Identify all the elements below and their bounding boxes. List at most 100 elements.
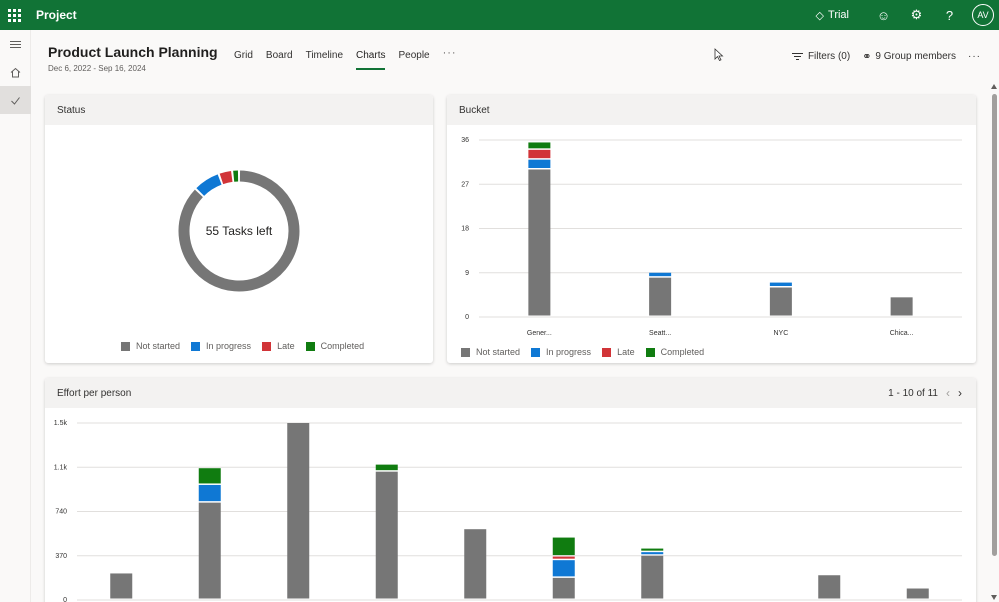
help-icon[interactable]: ? xyxy=(945,7,954,23)
bar-in-progress-gener[interactable] xyxy=(528,159,551,168)
page-scrollbar[interactable] xyxy=(990,84,999,602)
bar-in-progress-6[interactable] xyxy=(641,552,664,555)
status-donut-chart: 55 Tasks left xyxy=(178,170,300,292)
status-card-title: Status xyxy=(45,95,433,125)
legend-completed: Completed xyxy=(305,341,364,351)
home-icon[interactable] xyxy=(0,58,31,86)
scroll-thumb[interactable] xyxy=(992,94,997,556)
top-bar: Project ◇ Trial ☺ ⚙ ? AV xyxy=(0,0,999,30)
donut-slice-not-started[interactable] xyxy=(178,170,300,292)
bar-late-gener[interactable] xyxy=(528,149,551,159)
pager-prev-icon[interactable]: ‹ xyxy=(946,386,950,400)
bar-not-started-seatt[interactable] xyxy=(649,277,672,316)
tab-grid[interactable]: Grid xyxy=(234,50,253,61)
bar-completed-gener[interactable] xyxy=(528,142,551,149)
x-tick-label: Chica... xyxy=(890,330,914,337)
legend-completed: Completed xyxy=(645,347,704,357)
legend-not-started: Not started xyxy=(121,341,180,351)
bar-in-progress-seatt[interactable] xyxy=(649,272,672,277)
filter-icon xyxy=(791,53,803,60)
status-legend: Not started In progress Late Completed xyxy=(121,341,375,351)
mouse-cursor-icon xyxy=(714,48,724,62)
my-tasks-check-icon[interactable] xyxy=(0,86,31,114)
bar-completed-5[interactable] xyxy=(552,537,575,556)
effort-card-header: Effort per person 1 - 10 of 11 ‹ › xyxy=(45,378,976,408)
bar-in-progress-1[interactable] xyxy=(198,484,221,502)
bar-completed-1[interactable] xyxy=(198,468,221,484)
y-tick-label: 27 xyxy=(461,181,469,188)
y-tick-label: 36 xyxy=(461,137,469,144)
group-members-icon: ⚭ xyxy=(862,51,872,63)
trial-button[interactable]: ◇ Trial xyxy=(816,9,849,22)
donut-center-text: 55 Tasks left xyxy=(206,224,273,238)
filters-button[interactable]: Filters (0) xyxy=(807,51,851,62)
diamond-icon: ◇ xyxy=(815,9,825,22)
bucket-bar-chart: 0 9 18 27 36 Gener... Seatt... NYC Chica... xyxy=(461,137,962,337)
view-tabs: Grid Board Timeline Charts People ··· xyxy=(234,47,470,70)
left-rail xyxy=(0,30,31,602)
bar-completed-6[interactable] xyxy=(641,548,664,551)
pager-text: 1 - 10 of 11 xyxy=(888,387,938,399)
bar-not-started-2[interactable] xyxy=(287,423,310,599)
plan-title[interactable]: Product Launch Planning xyxy=(48,44,218,60)
bar-not-started-4[interactable] xyxy=(464,529,487,599)
bar-not-started-1[interactable] xyxy=(198,502,221,599)
bar-not-started-3[interactable] xyxy=(375,471,398,599)
x-tick-label: NYC xyxy=(773,330,788,337)
avatar[interactable]: AV xyxy=(972,4,994,26)
pager-next-icon[interactable]: › xyxy=(958,386,962,400)
status-card: Status 55 Tasks left Not started In prog… xyxy=(45,95,433,363)
bucket-legend: Not started In progress Late Completed xyxy=(461,347,715,357)
bar-not-started-0[interactable] xyxy=(110,573,133,599)
donut-slice-late[interactable] xyxy=(219,171,233,185)
effort-card-title: Effort per person xyxy=(57,387,132,399)
bar-not-started-6[interactable] xyxy=(641,555,664,599)
legend-not-started: Not started xyxy=(461,347,520,357)
scroll-up-icon[interactable] xyxy=(991,84,997,89)
group-members-button[interactable]: 9 Group members xyxy=(875,51,956,62)
bucket-card-title: Bucket xyxy=(447,95,976,125)
legend-late: Late xyxy=(602,347,635,357)
donut-slice-in-progress[interactable] xyxy=(196,174,222,197)
bar-not-started-nyc[interactable] xyxy=(769,287,792,316)
tab-charts[interactable]: Charts xyxy=(356,50,386,70)
tabs-more-icon[interactable]: ··· xyxy=(442,47,457,59)
bar-not-started-chica[interactable] xyxy=(890,297,913,316)
tab-people[interactable]: People xyxy=(398,50,430,61)
y-tick-label: 0 xyxy=(465,314,469,321)
y-tick-label: 9 xyxy=(465,270,469,277)
app-title[interactable]: Project xyxy=(36,8,77,22)
bar-not-started-9[interactable] xyxy=(906,588,929,599)
y-tick-label: 740 xyxy=(55,509,67,516)
feedback-smiley-icon[interactable]: ☺ xyxy=(876,7,891,23)
bar-in-progress-5[interactable] xyxy=(552,560,575,577)
legend-in-progress: In progress xyxy=(191,341,251,351)
effort-pager: 1 - 10 of 11 ‹ › xyxy=(888,378,962,408)
bar-not-started-5[interactable] xyxy=(552,577,575,599)
y-tick-label: 1.5k xyxy=(54,420,68,427)
x-tick-label: Gener... xyxy=(527,330,552,337)
x-tick-label: Seatt... xyxy=(649,330,671,337)
legend-late: Late xyxy=(262,341,295,351)
plan-dates: Dec 6, 2022 - Sep 16, 2024 xyxy=(48,64,146,73)
effort-bar-chart: 0 370 740 1.1k 1.5k xyxy=(54,420,962,602)
y-tick-label: 0 xyxy=(63,597,67,602)
bar-not-started-gener[interactable] xyxy=(528,169,551,316)
header-actions: Filters (0) ⚭ 9 Group members ··· xyxy=(791,50,981,63)
bar-in-progress-nyc[interactable] xyxy=(769,282,792,286)
bucket-card: Bucket 0 9 18 27 36 Gener... Seatt... NYC Chica.… xyxy=(447,95,976,363)
bar-completed-3[interactable] xyxy=(375,464,398,471)
bar-late-5[interactable] xyxy=(552,556,575,559)
trial-label: Trial xyxy=(828,9,849,21)
gear-icon[interactable]: ⚙ xyxy=(910,7,923,22)
scroll-down-icon[interactable] xyxy=(991,595,997,600)
more-options-icon[interactable]: ··· xyxy=(968,51,981,62)
hamburger-menu-icon[interactable] xyxy=(0,30,31,58)
tab-timeline[interactable]: Timeline xyxy=(305,50,344,61)
tab-board[interactable]: Board xyxy=(265,50,293,61)
legend-in-progress: In progress xyxy=(531,347,591,357)
bar-not-started-8[interactable] xyxy=(818,575,841,599)
app-launcher-icon[interactable] xyxy=(0,0,28,30)
y-tick-label: 1.1k xyxy=(54,464,68,471)
effort-card: Effort per person 1 - 10 of 11 ‹ › 0 370 7… xyxy=(45,378,976,602)
